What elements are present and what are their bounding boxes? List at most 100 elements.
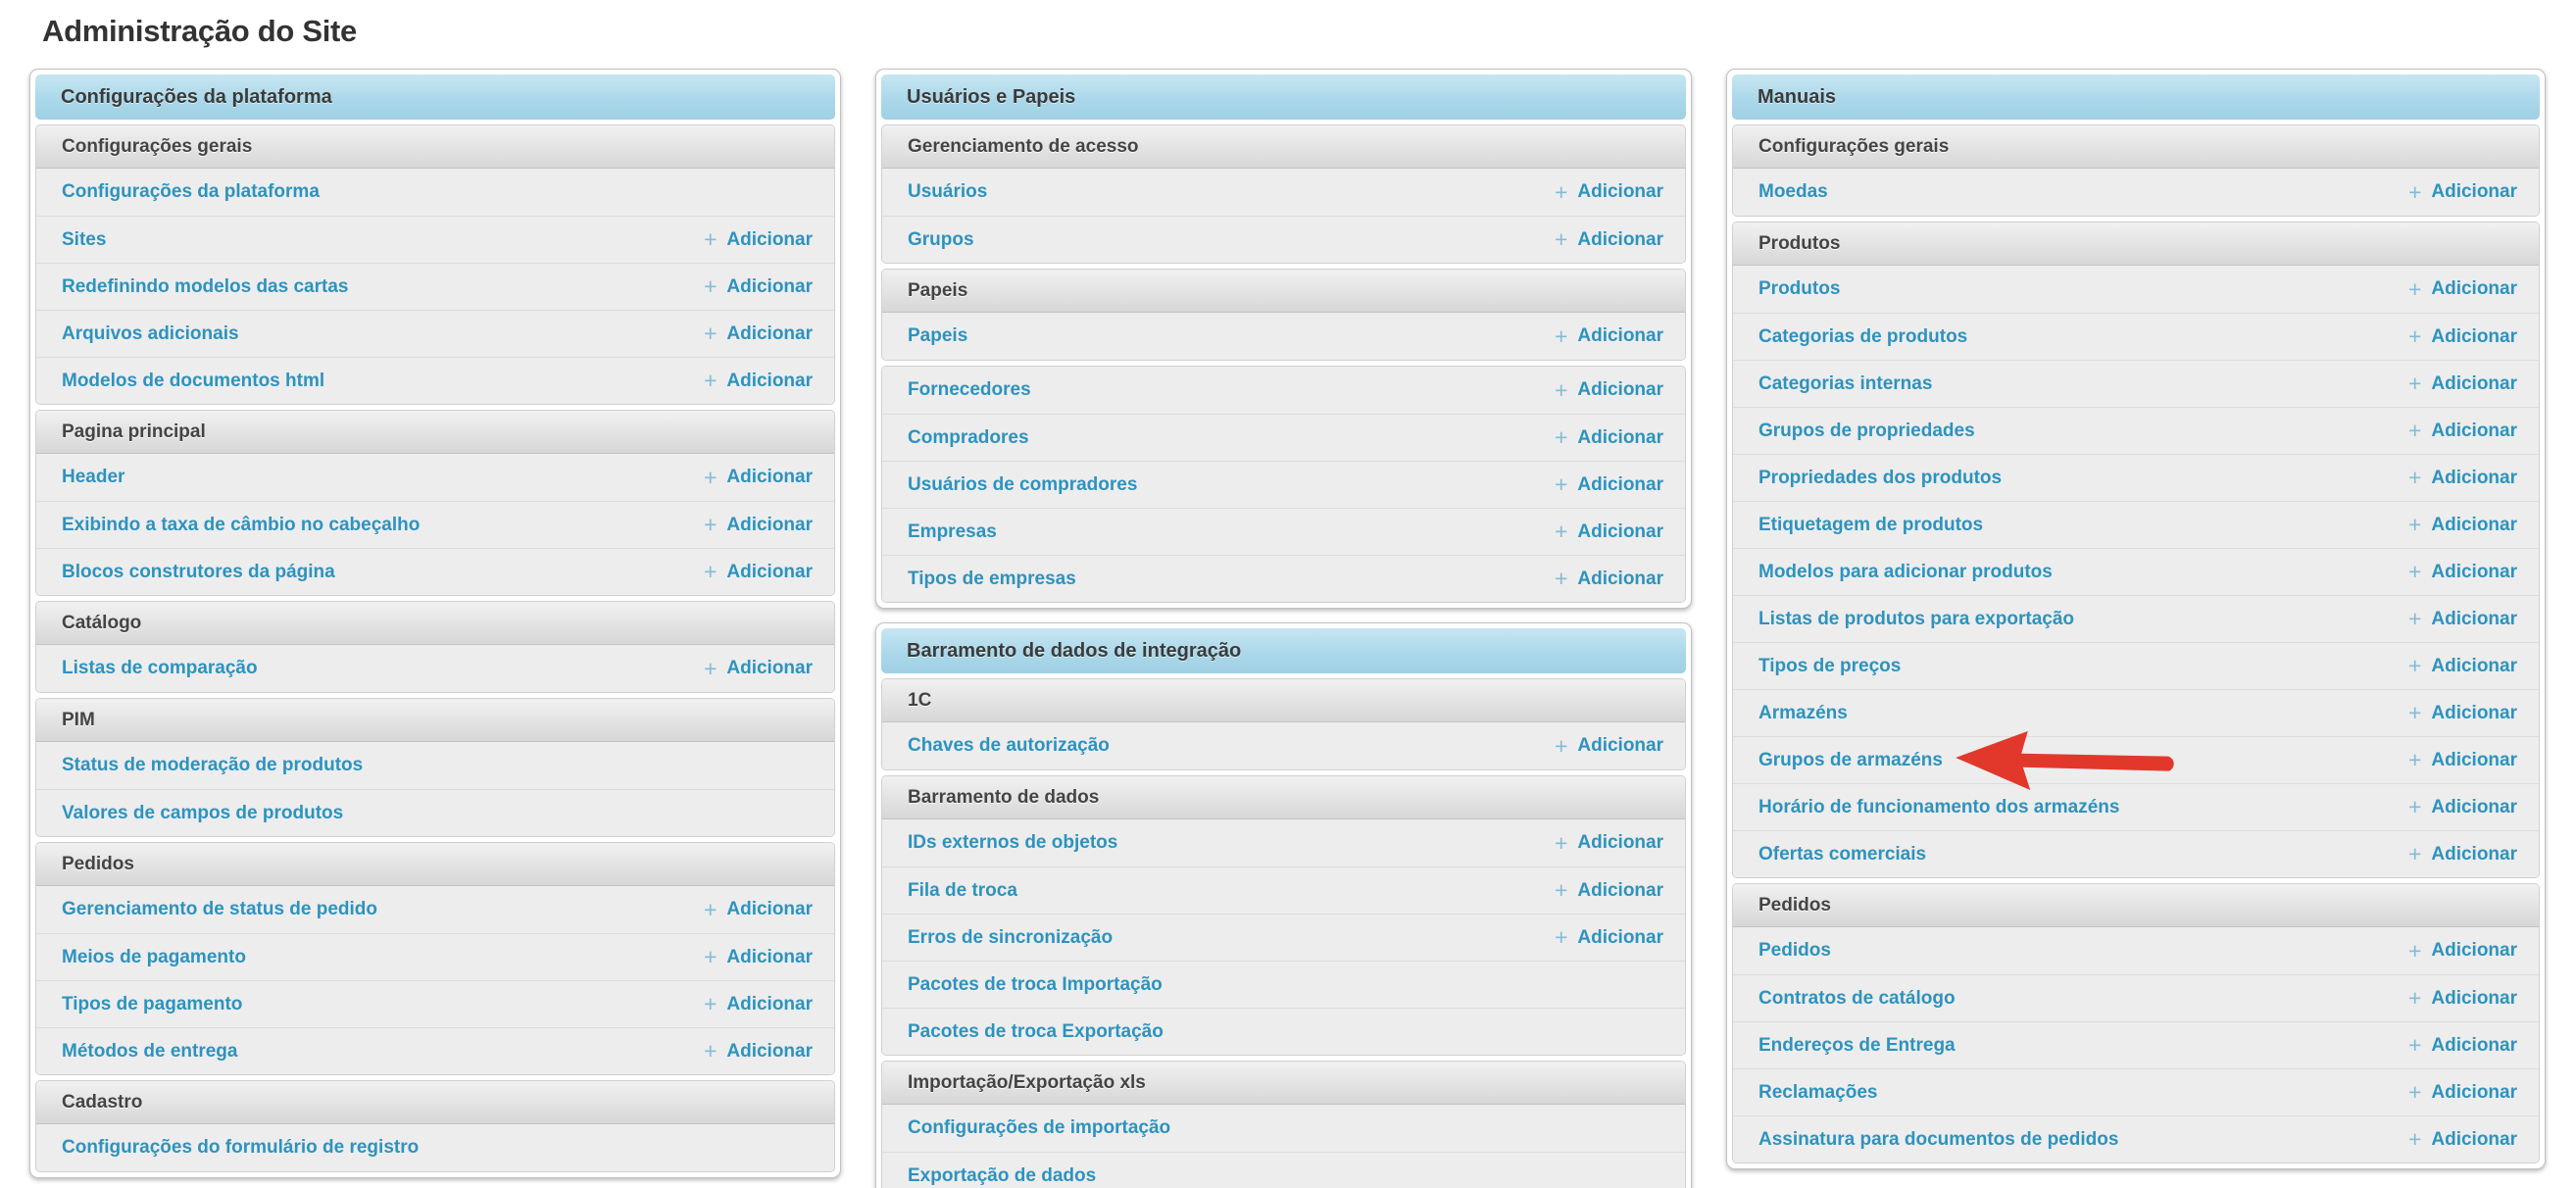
model-link[interactable]: Redefinindo modelos das cartas	[62, 275, 349, 297]
add-link[interactable]: + Adicionar	[2408, 843, 2517, 866]
model-link[interactable]: Métodos de entrega	[62, 1040, 238, 1062]
add-link[interactable]: + Adicionar	[704, 946, 813, 968]
model-link[interactable]: Compradores	[908, 426, 1029, 448]
add-link[interactable]: + Adicionar	[1555, 520, 1663, 543]
model-link[interactable]: Listas de produtos para exportação	[1759, 608, 2075, 629]
add-link[interactable]: + Adicionar	[1555, 180, 1663, 204]
model-link[interactable]: Categorias de produtos	[1759, 325, 1968, 347]
add-link[interactable]: + Adicionar	[2408, 325, 2517, 348]
add-link[interactable]: + Adicionar	[2408, 467, 2517, 489]
add-link[interactable]: + Adicionar	[2408, 702, 2517, 724]
model-link[interactable]: Chaves de autorização	[908, 735, 1110, 756]
model-link[interactable]: Propriedades dos produtos	[1759, 467, 2003, 488]
model-link[interactable]: Meios de pagamento	[62, 946, 246, 967]
model-link[interactable]: Blocos construtores da página	[62, 561, 335, 582]
model-link[interactable]: Papeis	[908, 325, 968, 346]
add-link[interactable]: + Adicionar	[704, 657, 813, 680]
model-link[interactable]: Horário de funcionamento dos armazéns	[1759, 796, 2120, 817]
model-link[interactable]: Listas de comparação	[62, 658, 258, 678]
add-link[interactable]: + Adicionar	[1555, 324, 1663, 348]
add-label: Adicionar	[726, 561, 813, 582]
model-link[interactable]: Moedas	[1759, 181, 1828, 202]
add-link[interactable]: + Adicionar	[704, 228, 813, 251]
model-link[interactable]: Header	[62, 467, 125, 487]
add-link[interactable]: + Adicionar	[1555, 879, 1663, 902]
add-link[interactable]: + Adicionar	[704, 275, 813, 298]
add-link[interactable]: + Adicionar	[2408, 1128, 2517, 1151]
model-link[interactable]: Arquivos adicionais	[62, 322, 239, 344]
add-link[interactable]: + Adicionar	[1554, 732, 1663, 759]
model-link[interactable]: Valores de campos de produtos	[62, 802, 344, 823]
model-link[interactable]: Tipos de preços	[1759, 655, 1902, 676]
model-link[interactable]: Reclamações	[1759, 1081, 1878, 1103]
model-link[interactable]: Produtos	[1759, 278, 1841, 299]
model-link[interactable]: Exportação de dados	[908, 1164, 1097, 1186]
add-link[interactable]: + Adicionar	[2408, 608, 2517, 630]
add-link[interactable]: + Adicionar	[2408, 749, 2517, 771]
add-link[interactable]: + Adicionar	[1555, 228, 1663, 251]
model-link[interactable]: Configurações do formulário de registro	[62, 1137, 420, 1158]
model-link[interactable]: Sites	[62, 228, 107, 250]
model-link[interactable]: Ofertas comerciais	[1759, 843, 1927, 865]
model-link[interactable]: Fornecedores	[908, 379, 1031, 400]
model-link[interactable]: Exibindo a taxa de câmbio no cabeçalho	[62, 514, 421, 535]
add-link[interactable]: + Adicionar	[1555, 926, 1663, 949]
model-link[interactable]: Configurações da plataforma	[62, 181, 320, 202]
model-link[interactable]: Tipos de pagamento	[62, 993, 243, 1015]
model-link[interactable]: Configurações de importação	[908, 1117, 1171, 1138]
admin-link-row: Blocos construtores da página + Adicionar	[36, 548, 834, 595]
add-link[interactable]: + Adicionar	[2408, 372, 2517, 395]
add-link[interactable]: + Adicionar	[2408, 987, 2517, 1010]
add-link[interactable]: + Adicionar	[704, 322, 813, 345]
add-link[interactable]: + Adicionar	[2408, 277, 2517, 301]
model-link[interactable]: Contratos de catálogo	[1759, 987, 1956, 1009]
add-label: Adicionar	[726, 370, 813, 391]
model-link[interactable]: Modelos para adicionar produtos	[1759, 561, 2053, 582]
add-link[interactable]: + Adicionar	[2408, 180, 2517, 204]
model-link[interactable]: IDs externos de objetos	[908, 832, 1118, 853]
model-link[interactable]: Grupos de propriedades	[1759, 420, 1975, 441]
add-link[interactable]: + Adicionar	[2408, 420, 2517, 442]
add-link[interactable]: + Adicionar	[704, 898, 813, 921]
model-link[interactable]: Modelos de documentos html	[62, 370, 325, 391]
add-link[interactable]: + Adicionar	[704, 466, 813, 489]
model-link[interactable]: Grupos de armazéns	[1759, 749, 1943, 770]
add-link[interactable]: + Adicionar	[2408, 655, 2517, 677]
model-link[interactable]: Pedidos	[1759, 940, 1831, 961]
add-link[interactable]: + Adicionar	[2408, 1081, 2517, 1104]
add-link[interactable]: + Adicionar	[2408, 514, 2517, 536]
add-link[interactable]: + Adicionar	[704, 370, 813, 392]
add-link[interactable]: + Adicionar	[1555, 831, 1663, 855]
model-link[interactable]: Etiquetagem de produtos	[1759, 514, 1984, 535]
model-link[interactable]: Usuários	[908, 181, 988, 202]
section-header: 1C	[882, 679, 1685, 722]
add-link[interactable]: + Adicionar	[2408, 796, 2517, 818]
add-link[interactable]: + Adicionar	[704, 993, 813, 1015]
model-link[interactable]: Assinatura para documentos de pedidos	[1759, 1128, 2119, 1150]
model-section: PIM Status de moderação de produtos Valore…	[35, 698, 835, 837]
model-link[interactable]: Erros de sincronização	[908, 926, 1114, 948]
model-link[interactable]: Endereços de Entrega	[1759, 1034, 1956, 1056]
add-link[interactable]: + Adicionar	[704, 514, 813, 536]
add-link[interactable]: + Adicionar	[1555, 568, 1663, 590]
add-link[interactable]: + Adicionar	[2408, 561, 2517, 583]
add-link[interactable]: + Adicionar	[704, 1040, 813, 1063]
model-link[interactable]: Fila de troca	[908, 879, 1017, 901]
add-link[interactable]: + Adicionar	[1555, 378, 1663, 402]
add-link[interactable]: + Adicionar	[704, 561, 813, 583]
plus-icon: +	[1554, 732, 1568, 759]
add-link[interactable]: + Adicionar	[2408, 1034, 2517, 1057]
model-link[interactable]: Pacotes de troca Exportação	[908, 1020, 1164, 1042]
add-link[interactable]: + Adicionar	[1555, 426, 1663, 449]
model-link[interactable]: Status de moderação de produtos	[62, 755, 364, 775]
model-link[interactable]: Usuários de compradores	[908, 473, 1138, 495]
model-link[interactable]: Categorias internas	[1759, 372, 1933, 394]
model-link[interactable]: Empresas	[908, 520, 997, 542]
model-link[interactable]: Armazéns	[1759, 702, 1848, 723]
model-link[interactable]: Grupos	[908, 228, 974, 250]
model-link[interactable]: Pacotes de troca Importação	[908, 973, 1163, 995]
add-link[interactable]: + Adicionar	[1555, 473, 1663, 496]
model-link[interactable]: Tipos de empresas	[908, 568, 1076, 589]
model-link[interactable]: Gerenciamento de status de pedido	[62, 899, 378, 919]
add-link[interactable]: + Adicionar	[2408, 939, 2517, 963]
